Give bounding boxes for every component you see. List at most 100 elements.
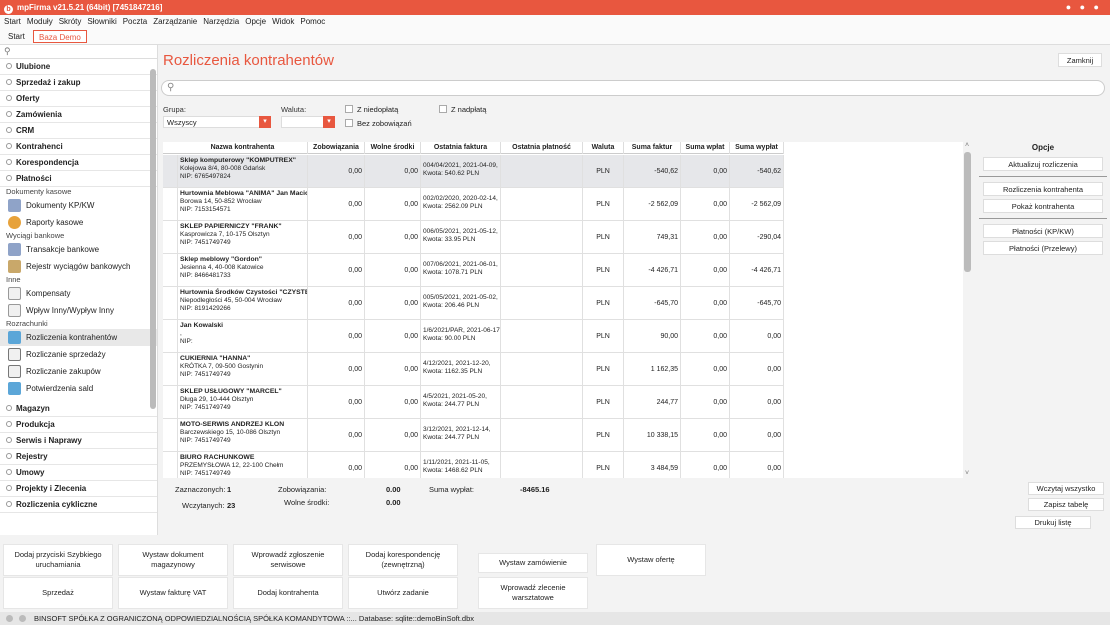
- menu-item[interactable]: Widok: [272, 17, 295, 26]
- z-niedoplata-checkbox[interactable]: Z niedopłatą: [345, 105, 398, 115]
- sidebar-category[interactable]: Serwis i Naprawy: [0, 433, 157, 449]
- row-selector[interactable]: [163, 419, 178, 452]
- platnosci-przelewy-button[interactable]: Płatności (Przelewy): [983, 241, 1103, 255]
- bez-zobowiazan-checkbox[interactable]: Bez zobowiązań: [345, 119, 412, 129]
- column-header[interactable]: Waluta: [583, 142, 624, 154]
- quick-launch-button[interactable]: Dodaj przyciski Szybkiego uruchamiania: [3, 544, 113, 576]
- sidebar-item-potwierdzenia-sald[interactable]: Potwierdzenia sald: [0, 380, 157, 397]
- sidebar-item-dokumenty-kpkw[interactable]: Dokumenty KP/KW: [0, 197, 157, 214]
- quick-launch-button[interactable]: Wystaw ofertę: [596, 544, 706, 576]
- sidebar-category[interactable]: Produkcja: [0, 417, 157, 433]
- sidebar-category[interactable]: CRM: [0, 123, 157, 139]
- row-selector[interactable]: [163, 320, 178, 353]
- row-selector[interactable]: [163, 155, 178, 188]
- table-row[interactable]: SKLEP USŁUGOWY "MARCEL" Długa 29, 10-444 …: [163, 386, 784, 419]
- quick-launch-button[interactable]: Dodaj korespondencję (zewnętrzną): [348, 544, 458, 576]
- row-selector[interactable]: [163, 452, 178, 478]
- row-selector[interactable]: [163, 254, 178, 287]
- row-selector[interactable]: [163, 386, 178, 419]
- row-selector[interactable]: [163, 353, 178, 386]
- row-selector[interactable]: [163, 287, 178, 320]
- sidebar-scroll-thumb[interactable]: [150, 69, 156, 409]
- sidebar-category[interactable]: Ulubione: [0, 59, 157, 75]
- sidebar-category[interactable]: Rozliczenia cykliczne: [0, 497, 157, 513]
- table-row[interactable]: SKLEP PAPIERNICZY "FRANK" Kasprowicza 7, …: [163, 221, 784, 254]
- menu-item[interactable]: Opcje: [245, 17, 267, 26]
- sidebar-item-rozliczanie-zakupow[interactable]: Rozliczanie zakupów: [0, 363, 157, 380]
- sidebar-scrollbar[interactable]: [150, 59, 156, 529]
- table-row[interactable]: CUKIERNIA "HANNA" KRÓTKA 7, 09-500 Gostyn…: [163, 353, 784, 386]
- sidebar-category[interactable]: Korespondencja: [0, 155, 157, 171]
- table-scroll-thumb[interactable]: [964, 152, 971, 272]
- search-input[interactable]: ⚲: [161, 80, 1105, 96]
- pokaz-kontrahenta-button[interactable]: Pokaż kontrahenta: [983, 199, 1103, 213]
- sidebar-category[interactable]: Kontrahenci: [0, 139, 157, 155]
- menu-item[interactable]: Start: [4, 17, 21, 26]
- table-row[interactable]: Hurtownia Meblowa "ANIMA" Jan Maciocha Bo…: [163, 188, 784, 221]
- z-nadplata-checkbox[interactable]: Z nadpłatą: [439, 105, 486, 115]
- row-selector[interactable]: [163, 188, 178, 221]
- table-row[interactable]: Jan Kowalski, NIP: 0,00 0,00 1/6/2021/PAR, 2…: [163, 320, 784, 353]
- chevron-down-icon[interactable]: ˅: [964, 470, 970, 477]
- sidebar-item-rejestr-wyciagow[interactable]: Rejestr wyciągów bankowych: [0, 258, 157, 275]
- quick-launch-button[interactable]: Utwórz zadanie: [348, 577, 458, 609]
- table-row[interactable]: Sklep komputerowy "KOMPUTREX" Kolejowa 8/…: [163, 155, 784, 188]
- column-header[interactable]: Ostatnia faktura: [421, 142, 501, 154]
- sidebar-search-input[interactable]: ⚲: [0, 45, 157, 59]
- window-controls-icon[interactable]: ● ● ●: [1065, 2, 1102, 12]
- grupa-select[interactable]: Wszyscy ▾: [163, 116, 271, 128]
- tab-start[interactable]: Start: [8, 32, 25, 41]
- column-header[interactable]: Suma faktur: [624, 142, 681, 154]
- quick-launch-button[interactable]: Dodaj kontrahenta: [233, 577, 343, 609]
- table-scrollbar[interactable]: ˄ ˅: [961, 142, 973, 478]
- sidebar-category[interactable]: Sprzedaż i zakup: [0, 75, 157, 91]
- sidebar-item-rozliczenia-kontrahentow[interactable]: Rozliczenia kontrahentów: [0, 329, 157, 346]
- sidebar-category[interactable]: Rejestry: [0, 449, 157, 465]
- column-header[interactable]: Wolne środki: [365, 142, 421, 154]
- sidebar-category[interactable]: Magazyn: [0, 401, 157, 417]
- sidebar-category[interactable]: Płatności: [0, 171, 157, 187]
- sidebar-category[interactable]: Projekty i Zlecenia: [0, 481, 157, 497]
- chevron-up-icon[interactable]: ˄: [964, 142, 970, 149]
- column-header[interactable]: Nazwa kontrahenta: [178, 142, 308, 154]
- column-header[interactable]: Zobowiązania: [308, 142, 365, 154]
- quick-launch-button[interactable]: Wystaw zamówienie: [478, 553, 588, 573]
- table-row[interactable]: Sklep meblowy "Gordon" Jesienna 4, 40-008…: [163, 254, 784, 287]
- zapisz-tabele-button[interactable]: Zapisz tabelę: [1028, 498, 1104, 511]
- close-button[interactable]: Zamknij: [1058, 53, 1102, 67]
- menu-item[interactable]: Poczta: [122, 17, 148, 26]
- drukuj-liste-button[interactable]: Drukuj listę: [1015, 516, 1091, 529]
- row-selector[interactable]: [163, 221, 178, 254]
- tab-baza-demo[interactable]: Baza Demo: [33, 30, 87, 43]
- column-header[interactable]: Suma wypłat: [730, 142, 784, 154]
- sidebar-item-raporty-kasowe[interactable]: Raporty kasowe: [0, 214, 157, 231]
- table-row[interactable]: BIURO RACHUNKOWE PRZEMYSŁOWA 12, 22-100 C…: [163, 452, 784, 478]
- platnosci-kpkw-button[interactable]: Płatności (KP/KW): [983, 224, 1103, 238]
- sidebar-category[interactable]: Umowy: [0, 465, 157, 481]
- quick-launch-button[interactable]: Wystaw fakturę VAT: [118, 577, 228, 609]
- sidebar-item-kompensaty[interactable]: Kompensaty: [0, 285, 157, 302]
- wczytaj-wszystko-button[interactable]: Wczytaj wszystko: [1028, 482, 1104, 495]
- column-header[interactable]: Ostatnia płatność: [501, 142, 583, 154]
- menu-item[interactable]: Skróty: [58, 17, 82, 26]
- quick-launch-button[interactable]: Sprzedaż: [3, 577, 113, 609]
- table-row[interactable]: Hurtownia Środków Czystości "CZYSTEK" Nie…: [163, 287, 784, 320]
- quick-launch-button[interactable]: Wystaw dokument magazynowy: [118, 544, 228, 576]
- sidebar-item-transakcje-bankowe[interactable]: Transakcje bankowe: [0, 241, 157, 258]
- quick-launch-button[interactable]: Wprowadź zgłoszenie serwisowe: [233, 544, 343, 576]
- rozliczenia-kontrahenta-button[interactable]: Rozliczenia kontrahenta: [983, 182, 1103, 196]
- sidebar-item-wplyw-inny[interactable]: Wpływ Inny/Wypływ Inny: [0, 302, 157, 319]
- sidebar-item-rozliczanie-sprzedazy[interactable]: Rozliczanie sprzedaży: [0, 346, 157, 363]
- menu-item[interactable]: Słowniki: [87, 17, 117, 26]
- menu-item[interactable]: Zarządzanie: [153, 17, 198, 26]
- column-header[interactable]: Suma wpłat: [681, 142, 730, 154]
- waluta-select[interactable]: ▾: [281, 116, 335, 128]
- menu-item[interactable]: Moduły: [26, 17, 53, 26]
- table-row[interactable]: MOTO-SERWIS ANDRZEJ KLON Barczewskiego 15…: [163, 419, 784, 452]
- quick-launch-button[interactable]: Wprowadź zlecenie warsztatowe: [478, 577, 588, 609]
- sidebar-category[interactable]: Zamówienia: [0, 107, 157, 123]
- aktualizuj-rozliczenia-button[interactable]: Aktualizuj rozliczenia: [983, 157, 1103, 171]
- sidebar-category[interactable]: Oferty: [0, 91, 157, 107]
- menu-item[interactable]: Pomoc: [300, 17, 326, 26]
- menu-item[interactable]: Narzędzia: [203, 17, 240, 26]
